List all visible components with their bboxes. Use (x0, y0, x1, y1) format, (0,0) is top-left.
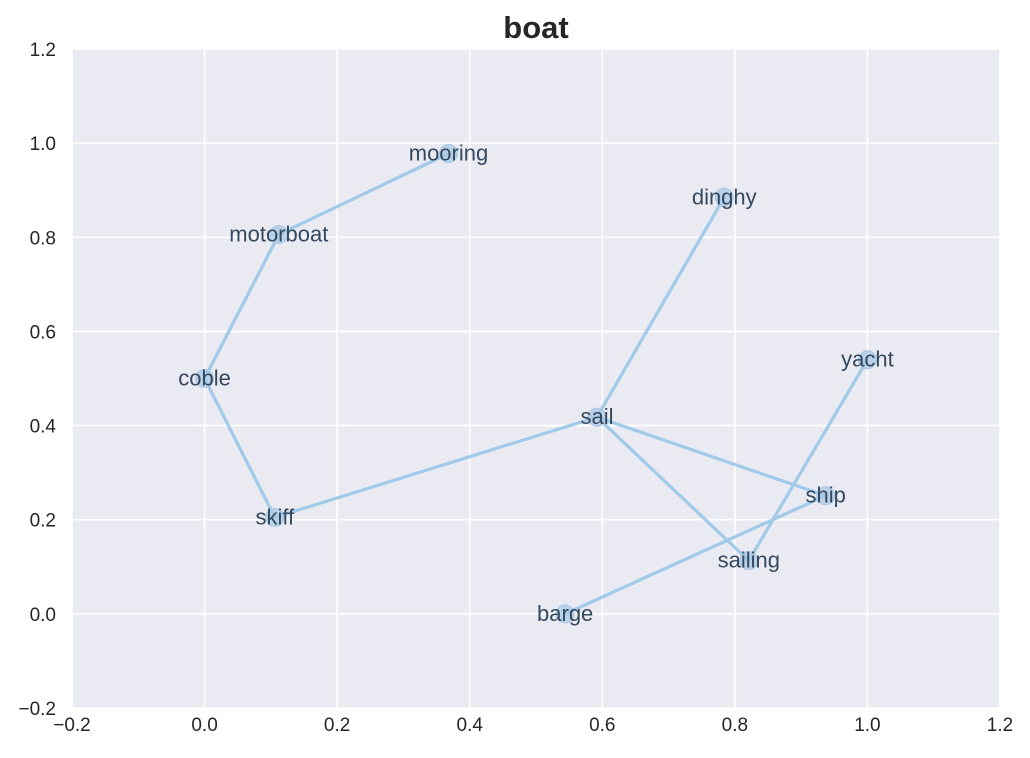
point-label-mooring: mooring (409, 140, 488, 165)
point-label-ship: ship (805, 483, 845, 508)
edge-sail-dinghy (595, 195, 726, 419)
edge-sail-sailing (595, 415, 751, 563)
y-tick-label: 0.2 (30, 511, 56, 532)
grid (71, 48, 1001, 709)
x-tick-label: 0.8 (722, 715, 748, 736)
x-tick-label: −0.2 (53, 715, 91, 736)
y-tick-label: 0.4 (30, 417, 57, 438)
edge-sailing-yacht (747, 358, 870, 563)
y-axis-ticks: −0.2 0.0 0.2 0.4 0.6 0.8 1.0 1.2 (18, 40, 56, 720)
x-tick-label: 0.6 (589, 715, 615, 736)
point-label-motorboat: motorboat (229, 221, 328, 246)
y-tick-label: 1.0 (30, 134, 56, 155)
edge-mooring-motorboat (277, 151, 451, 237)
point-mooring (439, 143, 459, 163)
point-label-sailing: sailing (718, 548, 780, 573)
point-coble (195, 369, 215, 388)
point-labels: mooring motorboat coble skiff sail dinghy ship… (178, 140, 893, 625)
y-tick-label: 1.2 (30, 40, 56, 61)
y-tick-label: 0.6 (30, 322, 56, 343)
edge-skiff-sail (273, 415, 599, 519)
point-barge (555, 604, 575, 624)
y-tick-label: 0.8 (30, 228, 56, 249)
edge-ship-barge (563, 494, 828, 616)
y-tick-label: 0.0 (30, 605, 56, 626)
x-tick-label: 1.2 (987, 715, 1013, 736)
point-sailing (739, 551, 759, 571)
point-label-coble: coble (178, 366, 231, 391)
point-label-yacht: yacht (841, 347, 894, 372)
x-tick-label: 0.2 (324, 715, 350, 736)
edge-coble-skiff (202, 376, 277, 519)
point-skiff (265, 507, 285, 527)
point-dinghy (714, 187, 734, 207)
markers (195, 143, 877, 624)
x-tick-label: 0.0 (191, 715, 217, 736)
x-axis-ticks: −0.2 0.0 0.2 0.4 0.6 0.8 1.0 1.2 (53, 715, 1013, 736)
y-tick-label: −0.2 (18, 699, 56, 720)
chart-title: boat (503, 10, 568, 45)
point-label-sail: sail (580, 404, 613, 429)
x-tick-label: 1.0 (854, 715, 880, 736)
point-yacht (857, 350, 877, 370)
point-sail (587, 407, 607, 427)
point-ship (816, 486, 836, 506)
point-label-skiff: skiff (255, 504, 295, 529)
point-motorboat (269, 224, 289, 244)
point-label-barge: barge (537, 601, 593, 626)
edge-sail-ship (595, 415, 828, 498)
x-tick-label: 0.4 (457, 715, 484, 736)
edge-motorboat-coble (202, 232, 281, 381)
point-label-dinghy: dinghy (692, 184, 757, 209)
plot-area (72, 49, 1000, 708)
edges (202, 151, 870, 616)
